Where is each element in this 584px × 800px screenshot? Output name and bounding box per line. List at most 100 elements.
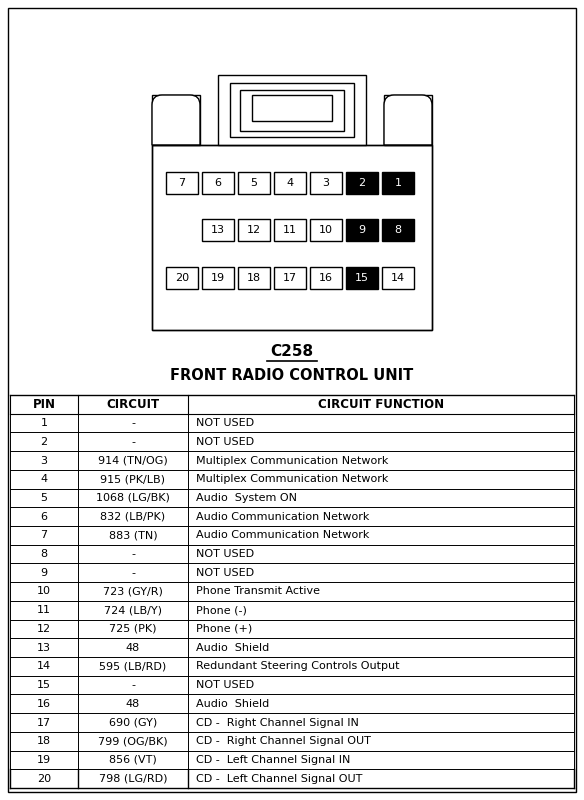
Text: Phone (-): Phone (-) xyxy=(196,606,247,615)
PathPatch shape xyxy=(384,95,432,145)
Bar xyxy=(152,145,432,330)
Text: 12: 12 xyxy=(37,624,51,634)
Text: Multiplex Communication Network: Multiplex Communication Network xyxy=(196,455,388,466)
Text: 14: 14 xyxy=(391,273,405,283)
Text: -: - xyxy=(131,418,135,428)
Text: 10: 10 xyxy=(37,586,51,597)
Bar xyxy=(274,172,306,194)
Bar xyxy=(310,219,342,241)
Text: NOT USED: NOT USED xyxy=(196,549,254,559)
Text: 18: 18 xyxy=(37,736,51,746)
Text: 724 (LB/Y): 724 (LB/Y) xyxy=(104,606,162,615)
Text: 1: 1 xyxy=(40,418,47,428)
Text: NOT USED: NOT USED xyxy=(196,568,254,578)
Bar xyxy=(238,219,270,241)
Text: 725 (PK): 725 (PK) xyxy=(109,624,157,634)
Text: 883 (TN): 883 (TN) xyxy=(109,530,157,540)
Text: -: - xyxy=(131,568,135,578)
Text: 798 (LG/RD): 798 (LG/RD) xyxy=(99,774,167,784)
Text: FRONT RADIO CONTROL UNIT: FRONT RADIO CONTROL UNIT xyxy=(171,369,413,383)
Text: Multiplex Communication Network: Multiplex Communication Network xyxy=(196,474,388,484)
Text: 16: 16 xyxy=(319,273,333,283)
Text: 12: 12 xyxy=(247,225,261,235)
Bar xyxy=(202,172,234,194)
Text: 3: 3 xyxy=(40,455,47,466)
Text: NOT USED: NOT USED xyxy=(196,437,254,446)
Text: 11: 11 xyxy=(283,225,297,235)
Text: 9: 9 xyxy=(40,568,47,578)
Text: 799 (OG/BK): 799 (OG/BK) xyxy=(98,736,168,746)
Text: 5: 5 xyxy=(40,493,47,503)
Text: 4: 4 xyxy=(286,178,294,188)
Bar xyxy=(384,95,432,145)
Bar xyxy=(274,219,306,241)
Text: 7: 7 xyxy=(179,178,186,188)
Text: Phone (+): Phone (+) xyxy=(196,624,252,634)
Text: CIRCUIT FUNCTION: CIRCUIT FUNCTION xyxy=(318,398,444,411)
Text: Audio  Shield: Audio Shield xyxy=(196,698,269,709)
Text: Audio  Shield: Audio Shield xyxy=(196,642,269,653)
Bar xyxy=(240,90,344,131)
Text: 8: 8 xyxy=(40,549,47,559)
Text: 595 (LB/RD): 595 (LB/RD) xyxy=(99,662,166,671)
Text: 1068 (LG/BK): 1068 (LG/BK) xyxy=(96,493,170,503)
Text: 856 (VT): 856 (VT) xyxy=(109,755,157,765)
Text: 9: 9 xyxy=(359,225,366,235)
Bar xyxy=(346,267,378,289)
Text: C258: C258 xyxy=(270,345,314,359)
Text: 48: 48 xyxy=(126,642,140,653)
Text: 13: 13 xyxy=(37,642,51,653)
Text: -: - xyxy=(131,549,135,559)
Text: PIN: PIN xyxy=(33,398,55,411)
Text: 48: 48 xyxy=(126,698,140,709)
Text: Audio  System ON: Audio System ON xyxy=(196,493,297,503)
Text: 8: 8 xyxy=(394,225,402,235)
Text: CIRCUIT: CIRCUIT xyxy=(106,398,159,411)
Text: 14: 14 xyxy=(37,662,51,671)
Text: 10: 10 xyxy=(319,225,333,235)
Text: 5: 5 xyxy=(251,178,258,188)
Bar xyxy=(346,172,378,194)
Text: 3: 3 xyxy=(322,178,329,188)
Text: 690 (GY): 690 (GY) xyxy=(109,718,157,727)
Bar xyxy=(346,219,378,241)
Bar xyxy=(310,172,342,194)
Text: 15: 15 xyxy=(37,680,51,690)
Text: CD -  Left Channel Signal IN: CD - Left Channel Signal IN xyxy=(196,755,350,765)
Bar xyxy=(152,145,432,330)
Bar xyxy=(252,95,332,121)
Bar xyxy=(382,219,414,241)
Bar xyxy=(152,95,200,145)
Text: 2: 2 xyxy=(40,437,47,446)
Text: 20: 20 xyxy=(37,774,51,784)
Text: 19: 19 xyxy=(37,755,51,765)
Text: 18: 18 xyxy=(247,273,261,283)
Text: Audio Communication Network: Audio Communication Network xyxy=(196,512,369,522)
Text: 6: 6 xyxy=(214,178,221,188)
Text: 16: 16 xyxy=(37,698,51,709)
Bar xyxy=(238,267,270,289)
Text: 4: 4 xyxy=(40,474,47,484)
Text: NOT USED: NOT USED xyxy=(196,680,254,690)
Bar xyxy=(310,267,342,289)
Text: 13: 13 xyxy=(211,225,225,235)
Bar xyxy=(230,83,354,137)
Text: 723 (GY/R): 723 (GY/R) xyxy=(103,586,163,597)
Text: 2: 2 xyxy=(359,178,366,188)
Bar xyxy=(382,267,414,289)
Text: 6: 6 xyxy=(40,512,47,522)
Text: 914 (TN/OG): 914 (TN/OG) xyxy=(98,455,168,466)
Text: CD -  Right Channel Signal OUT: CD - Right Channel Signal OUT xyxy=(196,736,371,746)
Bar xyxy=(274,267,306,289)
Bar xyxy=(166,172,198,194)
Bar xyxy=(382,172,414,194)
Text: Audio Communication Network: Audio Communication Network xyxy=(196,530,369,540)
Text: -: - xyxy=(131,437,135,446)
Text: 17: 17 xyxy=(37,718,51,727)
Bar xyxy=(218,75,366,145)
Text: Redundant Steering Controls Output: Redundant Steering Controls Output xyxy=(196,662,399,671)
Text: 1: 1 xyxy=(395,178,402,188)
Text: 832 (LB/PK): 832 (LB/PK) xyxy=(100,512,165,522)
Text: 915 (PK/LB): 915 (PK/LB) xyxy=(100,474,165,484)
Text: -: - xyxy=(131,680,135,690)
